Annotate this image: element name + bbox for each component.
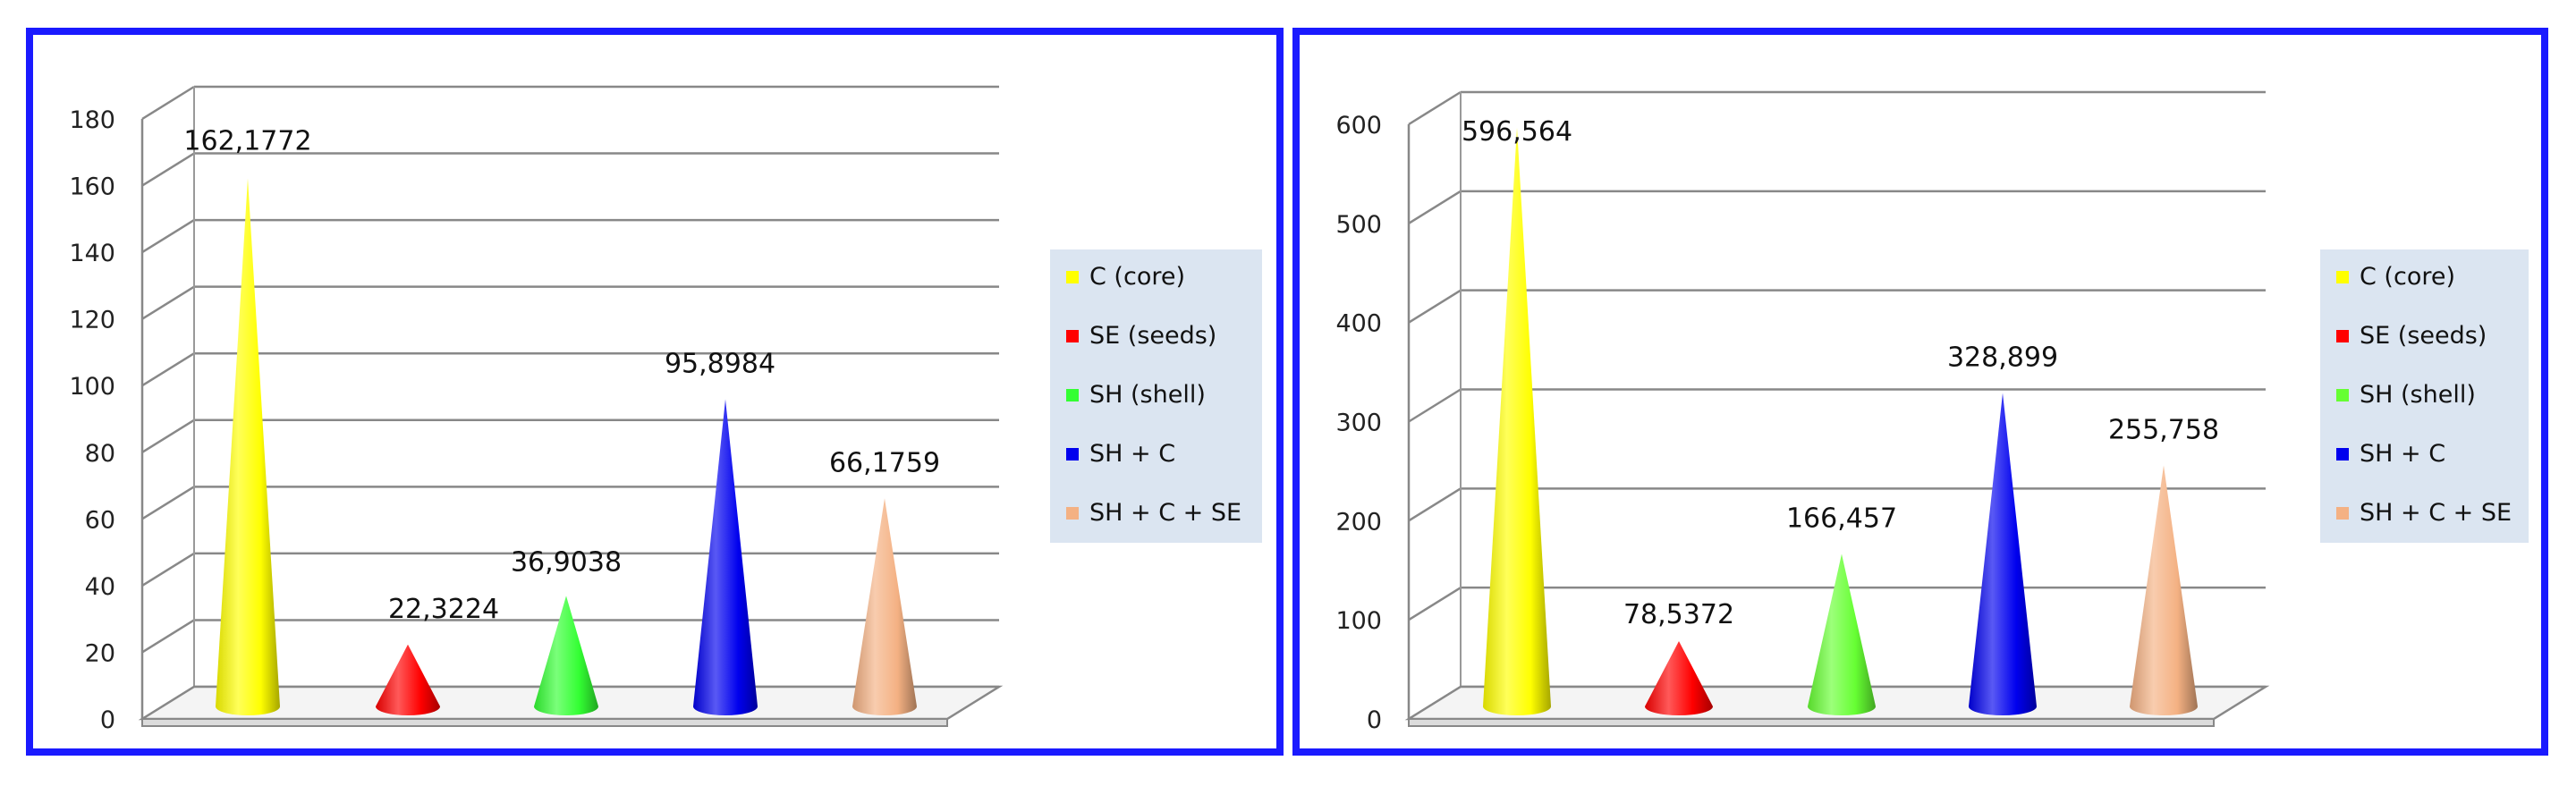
legend-label: SE (seeds) — [2360, 322, 2487, 350]
legend-label: SH + C — [1089, 440, 1175, 468]
y-tick-label: 120 — [69, 307, 115, 334]
data-label: 78,5372 — [1623, 599, 1734, 630]
legend-label: SE (seeds) — [1089, 322, 1216, 350]
gridline-diag — [141, 552, 195, 587]
legend-swatch — [2336, 330, 2349, 342]
data-label: 162,1772 — [183, 125, 311, 156]
gridline-diag — [141, 352, 195, 387]
gridline-diag — [141, 285, 195, 320]
cone-bar — [693, 399, 758, 715]
gridlines — [140, 85, 999, 721]
legend-swatch — [2336, 448, 2349, 461]
y-tick-label: 0 — [1367, 706, 1382, 734]
gridline-diag — [141, 418, 195, 453]
y-tick-label: 60 — [85, 506, 115, 534]
cone-chart-left: 0 20 40 60 80 100 120 140 160 180 162,1772 22,3224 3… — [69, 85, 1262, 734]
cone-bar — [2130, 465, 2198, 715]
gridline-diag — [1408, 289, 1462, 324]
y-tick-label: 100 — [1335, 607, 1382, 635]
gridline-diag — [141, 152, 195, 187]
legend-label: C (core) — [2360, 263, 2455, 291]
cone-bar — [1645, 640, 1713, 715]
data-label: 166,457 — [1786, 503, 1897, 535]
y-tick-labels: 0 100 200 300 400 500 600 — [1335, 112, 1382, 734]
y-tick-label: 140 — [69, 240, 115, 267]
legend-swatch — [2336, 507, 2349, 520]
cone-bar — [1808, 554, 1876, 715]
legend-swatch — [1066, 507, 1079, 520]
gridline-diag — [141, 219, 195, 254]
legend-swatch — [1066, 448, 1079, 461]
legend-box — [1050, 249, 1262, 543]
legend: C (core) SE (seeds) SH (shell) SH + C SH + C… — [2320, 249, 2529, 543]
chart-panel-left: 0 20 40 60 80 100 120 140 160 180 162,1772 22,3224 3… — [26, 28, 1284, 756]
legend-box — [2320, 249, 2529, 543]
y-tick-label: 400 — [1335, 310, 1382, 338]
legend-label: SH (shell) — [1089, 381, 1206, 409]
cone-chart-right: 0 100 200 300 400 500 600 596,564 78,5372 166,457… — [1335, 90, 2529, 734]
y-tick-label: 300 — [1335, 410, 1382, 437]
gridline-diag — [1408, 388, 1462, 423]
gridline-diag — [141, 85, 195, 121]
gridline-diag — [141, 486, 195, 520]
data-label: 66,1759 — [829, 447, 940, 478]
data-label: 255,758 — [2108, 415, 2219, 446]
gridline-diag — [1408, 90, 1462, 126]
legend-label: C (core) — [1089, 263, 1185, 291]
data-label: 22,3224 — [388, 594, 499, 625]
legend-label: SH + C + SE — [2360, 499, 2512, 527]
legend-label: SH (shell) — [2360, 381, 2476, 409]
gridline-diag — [1408, 587, 1462, 621]
gridline-diag — [1408, 487, 1462, 522]
legend-swatch — [2336, 271, 2349, 283]
cones: 162,1772 22,3224 36,9038 95,8984 66,1759 — [183, 125, 940, 715]
data-label: 95,8984 — [665, 349, 775, 380]
y-tick-labels: 0 20 40 60 80 100 120 140 160 180 — [69, 106, 115, 734]
cone-bar — [216, 178, 280, 715]
cone-bar — [852, 498, 917, 715]
y-tick-label: 180 — [69, 106, 115, 134]
chart-floor — [138, 685, 1004, 727]
legend-swatch — [2336, 389, 2349, 401]
y-tick-label: 0 — [100, 706, 115, 734]
cone-bar — [534, 596, 598, 715]
chart-panel-right: 0 100 200 300 400 500 600 596,564 78,5372 166,457… — [1292, 28, 2548, 756]
y-tick-label: 600 — [1335, 112, 1382, 139]
legend-swatch — [1066, 330, 1079, 342]
cone-bar — [1483, 127, 1551, 715]
y-tick-label: 160 — [69, 173, 115, 201]
data-label: 596,564 — [1462, 116, 1572, 148]
data-label: 36,9038 — [511, 546, 622, 578]
gridline-diag — [141, 619, 195, 654]
legend-swatch — [1066, 271, 1079, 283]
cone-bar — [376, 644, 440, 715]
y-tick-label: 500 — [1335, 211, 1382, 239]
cones: 596,564 78,5372 166,457 328,899 255,758 — [1462, 116, 2219, 715]
legend-swatch — [1066, 389, 1079, 401]
y-tick-label: 20 — [85, 639, 115, 667]
y-tick-label: 40 — [85, 573, 115, 601]
legend-label: SH + C + SE — [1089, 499, 1241, 527]
gridline-diag — [1408, 190, 1462, 224]
y-tick-label: 200 — [1335, 508, 1382, 536]
legend: C (core) SE (seeds) SH (shell) SH + C SH + C… — [1050, 249, 1262, 543]
data-label: 328,899 — [1947, 342, 2058, 373]
y-tick-label: 100 — [69, 373, 115, 401]
cone-bar — [1969, 393, 2037, 715]
y-tick-label: 80 — [85, 440, 115, 468]
legend-label: SH + C — [2360, 440, 2445, 468]
